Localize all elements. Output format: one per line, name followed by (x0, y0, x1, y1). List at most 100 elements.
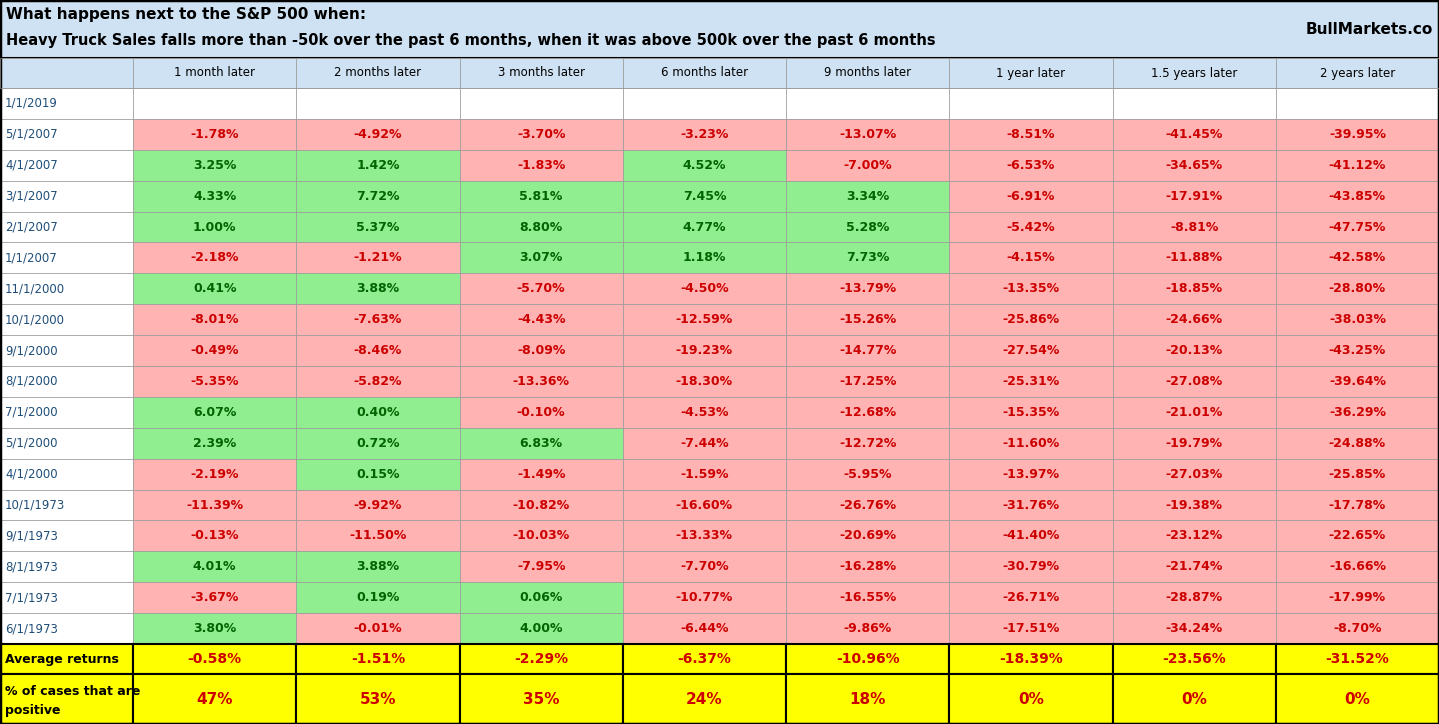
Bar (950, 58, 1112, 88)
Text: 11/1/2000: 11/1/2000 (4, 282, 65, 295)
Text: 3/1/2007: 3/1/2007 (4, 190, 58, 203)
Bar (296, 274, 459, 304)
Text: -17.25%: -17.25% (839, 375, 896, 388)
Bar (459, 521, 623, 552)
Text: -19.38%: -19.38% (1166, 499, 1223, 511)
Text: 0.15%: 0.15% (355, 468, 400, 481)
Bar (1276, 489, 1439, 521)
Text: 18%: 18% (849, 691, 886, 707)
Bar (950, 88, 1112, 119)
Text: -26.71%: -26.71% (1002, 592, 1059, 604)
Bar (0, 582, 132, 613)
Text: -6.91%: -6.91% (1007, 190, 1055, 203)
Bar (1112, 552, 1276, 582)
Text: % of cases that are: % of cases that are (4, 685, 141, 698)
Bar (1276, 366, 1439, 397)
Bar (950, 304, 1112, 335)
Bar (623, 459, 786, 489)
Bar (786, 181, 950, 211)
Bar (459, 88, 623, 119)
Bar (132, 397, 296, 428)
Text: 0%: 0% (1017, 691, 1043, 707)
Text: -38.03%: -38.03% (1328, 313, 1386, 327)
Bar (786, 521, 950, 552)
Bar (132, 366, 296, 397)
Bar (459, 150, 623, 181)
Bar (132, 489, 296, 521)
Bar (459, 335, 623, 366)
Text: -8.81%: -8.81% (1170, 221, 1219, 234)
Bar (623, 58, 786, 88)
Text: 10/1/1973: 10/1/1973 (4, 499, 65, 511)
Bar (786, 459, 950, 489)
Text: -12.72%: -12.72% (839, 437, 896, 450)
Text: 35%: 35% (522, 691, 560, 707)
Bar (132, 644, 296, 674)
Text: -21.74%: -21.74% (1166, 560, 1223, 573)
Text: -18.85%: -18.85% (1166, 282, 1223, 295)
Text: Heavy Truck Sales falls more than -50k over the past 6 months, when it was above: Heavy Truck Sales falls more than -50k o… (6, 33, 935, 48)
Text: -31.76%: -31.76% (1003, 499, 1059, 511)
Bar (1276, 428, 1439, 459)
Bar (1112, 397, 1276, 428)
Bar (623, 674, 786, 724)
Text: What happens next to the S&P 500 when:: What happens next to the S&P 500 when: (6, 7, 366, 22)
Bar (0, 397, 132, 428)
Bar (1112, 274, 1276, 304)
Bar (0, 274, 132, 304)
Text: -5.35%: -5.35% (190, 375, 239, 388)
Text: -0.58%: -0.58% (187, 652, 242, 666)
Bar (786, 613, 950, 644)
Bar (0, 489, 132, 521)
Text: -11.50%: -11.50% (350, 529, 407, 542)
Text: -8.09%: -8.09% (517, 344, 566, 357)
Text: -25.86%: -25.86% (1003, 313, 1059, 327)
Text: 5.37%: 5.37% (357, 221, 400, 234)
Bar (459, 181, 623, 211)
Bar (950, 181, 1112, 211)
Text: -43.25%: -43.25% (1328, 344, 1386, 357)
Bar (459, 397, 623, 428)
Text: -7.63%: -7.63% (354, 313, 401, 327)
Text: 8/1/2000: 8/1/2000 (4, 375, 58, 388)
Bar (459, 428, 623, 459)
Bar (459, 582, 623, 613)
Bar (459, 459, 623, 489)
Bar (1276, 211, 1439, 243)
Text: -10.03%: -10.03% (512, 529, 570, 542)
Text: -24.66%: -24.66% (1166, 313, 1223, 327)
Bar (132, 274, 296, 304)
Text: -20.69%: -20.69% (839, 529, 896, 542)
Bar (296, 150, 459, 181)
Text: -1.51%: -1.51% (351, 652, 404, 666)
Bar (623, 489, 786, 521)
Text: -13.79%: -13.79% (839, 282, 896, 295)
Text: 2 months later: 2 months later (334, 67, 422, 80)
Text: -8.51%: -8.51% (1007, 128, 1055, 141)
Bar (132, 459, 296, 489)
Text: 2.39%: 2.39% (193, 437, 236, 450)
Bar (296, 119, 459, 150)
Bar (0, 644, 132, 674)
Text: -30.79%: -30.79% (1003, 560, 1059, 573)
Text: -8.70%: -8.70% (1333, 622, 1381, 635)
Text: -8.46%: -8.46% (354, 344, 401, 357)
Text: -34.24%: -34.24% (1166, 622, 1223, 635)
Bar (459, 644, 623, 674)
Bar (296, 304, 459, 335)
Text: -19.23%: -19.23% (676, 344, 732, 357)
Bar (296, 428, 459, 459)
Bar (296, 335, 459, 366)
Bar (1276, 119, 1439, 150)
Bar (296, 674, 459, 724)
Text: -2.29%: -2.29% (514, 652, 568, 666)
Bar (0, 428, 132, 459)
Text: -17.91%: -17.91% (1166, 190, 1223, 203)
Text: 4.52%: 4.52% (682, 159, 727, 172)
Text: -11.60%: -11.60% (1002, 437, 1059, 450)
Bar (1276, 644, 1439, 674)
Bar (786, 674, 950, 724)
Text: 3.34%: 3.34% (846, 190, 889, 203)
Bar (0, 119, 132, 150)
Text: -5.70%: -5.70% (517, 282, 566, 295)
